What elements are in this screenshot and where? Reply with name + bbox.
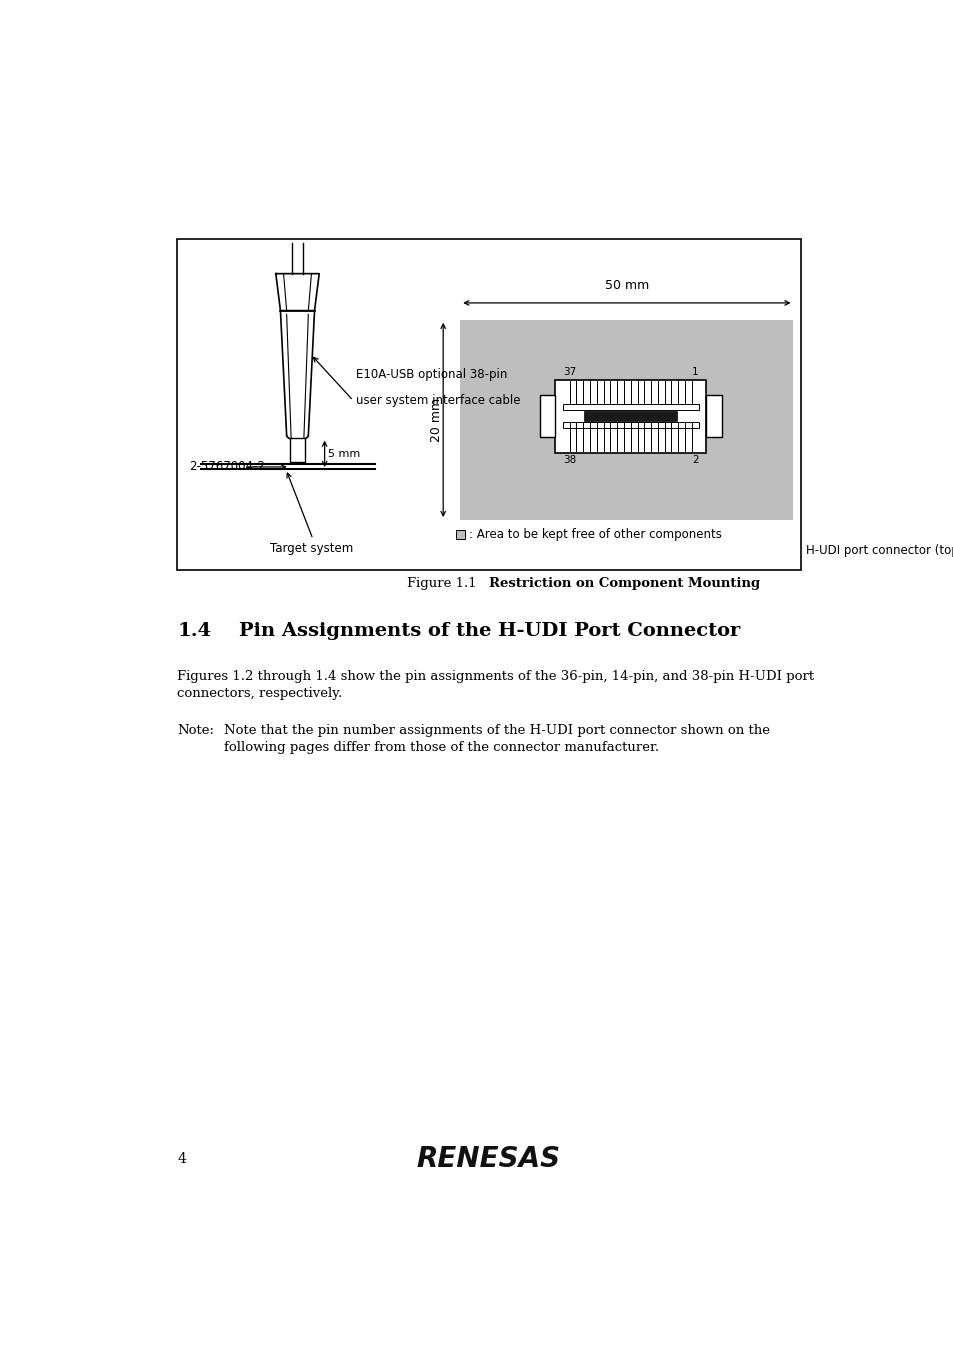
Bar xyxy=(705,396,721,437)
Text: E10A-USB optional 38-pin: E10A-USB optional 38-pin xyxy=(355,369,506,382)
Text: Figure 1.1: Figure 1.1 xyxy=(407,578,489,590)
Text: Note:: Note: xyxy=(177,724,214,737)
Text: 38: 38 xyxy=(562,455,576,464)
Text: 20 mm: 20 mm xyxy=(430,398,443,441)
Text: RENESAS: RENESAS xyxy=(416,1145,560,1173)
Text: 50 mm: 50 mm xyxy=(604,279,648,292)
Text: connectors, respectively.: connectors, respectively. xyxy=(177,687,342,701)
Bar xyxy=(456,531,464,539)
Text: Pin Assignments of the H-UDI Port Connector: Pin Assignments of the H-UDI Port Connec… xyxy=(239,622,740,640)
Bar xyxy=(555,379,705,452)
Bar xyxy=(290,439,305,462)
Text: 4: 4 xyxy=(177,1152,186,1166)
Text: : Area to be kept free of other components: : Area to be kept free of other componen… xyxy=(468,528,720,541)
Bar xyxy=(539,396,555,437)
Text: 1: 1 xyxy=(691,367,698,377)
Text: H-UDI port connector (top view): H-UDI port connector (top view) xyxy=(805,544,953,558)
Text: 2-5767004-2: 2-5767004-2 xyxy=(189,460,265,474)
Text: 5 mm: 5 mm xyxy=(328,448,360,459)
Text: Note that the pin number assignments of the H-UDI port connector shown on the: Note that the pin number assignments of … xyxy=(224,724,769,737)
Bar xyxy=(562,404,698,410)
Text: Figures 1.2 through 1.4 show the pin assignments of the 36-pin, 14-pin, and 38-p: Figures 1.2 through 1.4 show the pin ass… xyxy=(177,670,814,683)
Bar xyxy=(459,320,793,520)
Text: 37: 37 xyxy=(562,367,576,377)
Bar xyxy=(583,410,677,421)
Bar xyxy=(562,423,698,428)
Text: 2: 2 xyxy=(691,455,698,464)
Text: user system interface cable: user system interface cable xyxy=(355,394,519,406)
Text: Target system: Target system xyxy=(270,543,354,555)
Text: 1.4: 1.4 xyxy=(177,622,212,640)
Text: Restriction on Component Mounting: Restriction on Component Mounting xyxy=(489,578,760,590)
Text: following pages differ from those of the connector manufacturer.: following pages differ from those of the… xyxy=(224,741,659,755)
Bar xyxy=(177,239,801,570)
